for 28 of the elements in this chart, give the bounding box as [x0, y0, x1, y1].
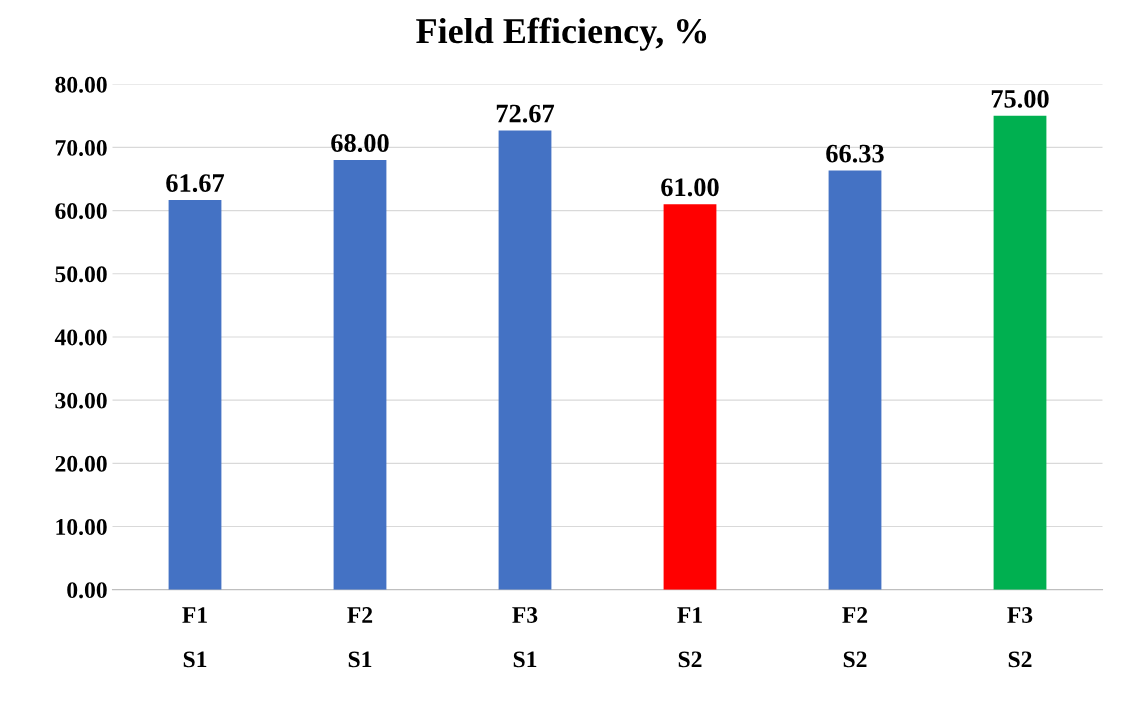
category-label: F1 S1: [182, 607, 207, 668]
category-label: F3 S2: [1007, 607, 1033, 668]
data-label: 66.33: [826, 144, 884, 163]
bar: [828, 170, 882, 590]
y-tick-label: 60.00: [55, 203, 107, 220]
y-tick-label: 70.00: [55, 139, 107, 156]
bar: [993, 115, 1047, 590]
y-tick-label: 0.00: [67, 582, 107, 599]
y-tick-label: 40.00: [54, 329, 107, 346]
y-tick-label: 10.00: [56, 518, 107, 536]
category-label: F2 S1: [347, 607, 373, 668]
category-label: F3 S1: [512, 607, 538, 668]
bar: [498, 130, 552, 590]
y-tick-label: 30.00: [55, 392, 107, 409]
chart-title: Field Efficiency, %: [416, 17, 707, 51]
data-label: 61.67: [166, 174, 225, 193]
category-label: F2 S2: [842, 607, 868, 668]
data-label: 68.00: [331, 134, 389, 153]
bar: [663, 204, 717, 590]
bar: [333, 160, 387, 590]
data-label: 75.00: [991, 89, 1049, 108]
y-tick-label: 50.00: [55, 266, 107, 283]
y-tick-label: 80.00: [55, 76, 107, 93]
category-label: F1 S2: [677, 607, 702, 668]
y-tick-label: 20.00: [55, 455, 107, 472]
data-label: 61.00: [661, 178, 719, 197]
bar: [168, 200, 222, 590]
data-label: 72.67: [496, 104, 555, 123]
